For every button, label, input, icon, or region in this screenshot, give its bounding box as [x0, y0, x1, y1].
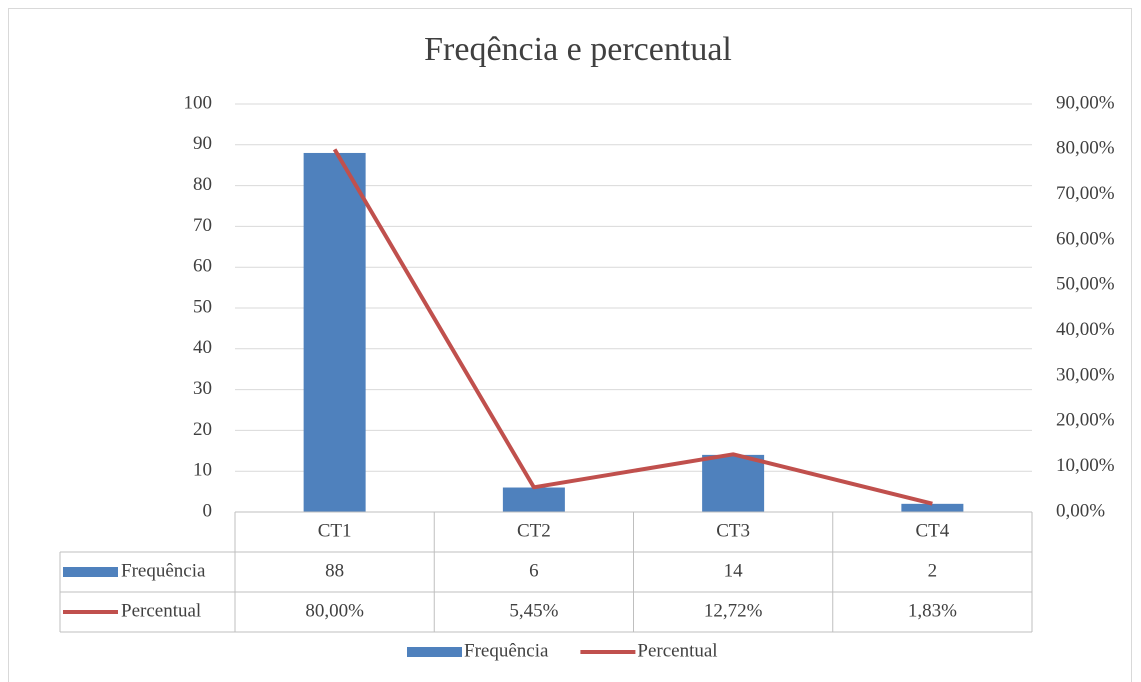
y-tick-label: 0	[203, 500, 213, 521]
x-tick-label: CT2	[517, 520, 551, 541]
y2-tick-label: 70,00%	[1056, 183, 1115, 204]
legend-key	[63, 567, 118, 577]
y2-tick-label: 40,00%	[1056, 319, 1115, 340]
y-tick-label: 60	[193, 256, 212, 277]
y-tick-label: 100	[184, 92, 213, 113]
x-tick-label: CT4	[915, 520, 949, 541]
bar	[303, 152, 366, 512]
x-tick-label: CT3	[716, 520, 750, 541]
y2-tick-label: 10,00%	[1056, 455, 1115, 476]
table-cell: 1,83%	[908, 600, 957, 621]
legend-label: Percentual	[637, 640, 717, 661]
y-tick-label: 30	[193, 378, 212, 399]
y2-tick-label: 50,00%	[1056, 274, 1115, 295]
chart-border	[8, 8, 1132, 682]
y-tick-label: 90	[193, 133, 212, 154]
y2-tick-label: 60,00%	[1056, 228, 1115, 249]
line	[332, 148, 933, 506]
table-cell: 5,45%	[509, 600, 558, 621]
x-tick-label: CT1	[318, 520, 352, 541]
table-row-label: Percentual	[121, 600, 201, 621]
legend-key	[407, 647, 462, 657]
table-cell: 14	[724, 560, 744, 581]
y-tick-label: 50	[193, 296, 212, 317]
table-cell: 80,00%	[305, 600, 364, 621]
table-cell: 12,72%	[704, 600, 763, 621]
y2-tick-label: 0,00%	[1056, 500, 1105, 521]
y-tick-label: 10	[193, 460, 212, 481]
bar	[901, 503, 964, 512]
y-tick-label: 80	[193, 174, 212, 195]
bar	[502, 487, 565, 512]
y-tick-label: 40	[193, 337, 212, 358]
table-cell: 88	[325, 560, 344, 581]
chart-title: Freqência e percentual	[424, 31, 732, 68]
y2-tick-label: 80,00%	[1056, 138, 1115, 159]
y2-tick-label: 90,00%	[1056, 92, 1115, 113]
y2-tick-label: 20,00%	[1056, 410, 1115, 431]
y-tick-label: 70	[193, 215, 212, 236]
table-cell: 2	[928, 560, 938, 581]
table-cell: 6	[529, 560, 539, 581]
y2-tick-label: 30,00%	[1056, 364, 1115, 385]
legend-label: Frequência	[464, 640, 549, 661]
y-tick-label: 20	[193, 419, 212, 440]
table-row-label: Frequência	[121, 560, 206, 581]
bar	[702, 454, 765, 512]
